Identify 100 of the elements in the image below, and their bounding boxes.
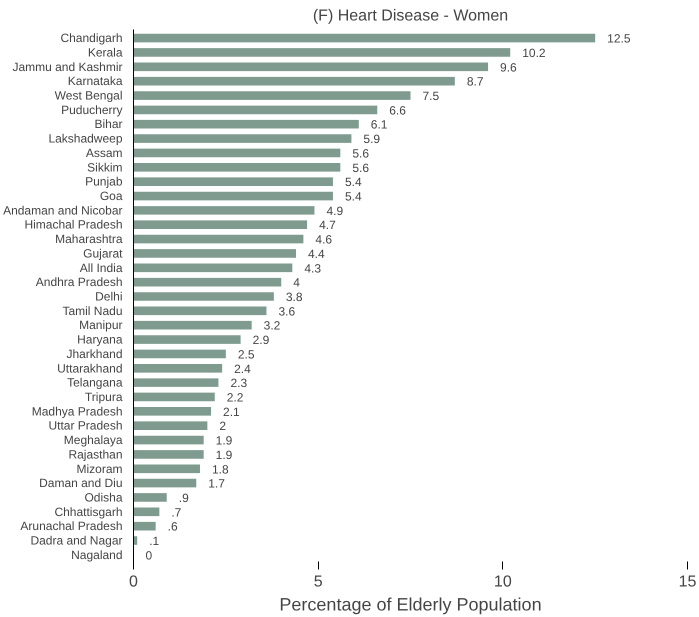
y-tick-label: Goa [100, 189, 123, 204]
y-tick-label: Uttar Pradesh [48, 418, 123, 433]
bar [134, 407, 212, 416]
bar [134, 48, 510, 57]
bar [134, 206, 314, 215]
chart-title: (F) Heart Disease - Women [312, 8, 508, 24]
x-axis-title: Percentage of Elderly Population [279, 594, 542, 614]
y-tick-label: Odisha [84, 490, 123, 504]
data-label: .7 [171, 505, 182, 520]
y-tick-label: West Bengal [54, 88, 123, 103]
y-tick-label: Maharashtra [55, 232, 123, 246]
bar [134, 450, 204, 459]
y-tick-label: Punjab [85, 174, 123, 189]
y-tick-label: Mizoram [76, 462, 123, 476]
y-tick-label: Haryana [77, 332, 123, 347]
bar [134, 134, 352, 143]
y-tick-label: Meghalaya [64, 433, 123, 448]
data-label: .1 [149, 534, 160, 548]
data-label: 4.3 [304, 261, 322, 276]
data-label: 2.5 [238, 347, 255, 362]
data-label: 9.6 [500, 60, 518, 74]
data-label: 5.9 [363, 132, 380, 146]
data-label: 5.6 [352, 146, 370, 160]
data-label: .9 [178, 490, 190, 505]
y-tick-label: Jammu and Kashmir [12, 60, 123, 74]
y-tick-label: Gujarat [83, 246, 124, 260]
bar [134, 350, 226, 358]
y-tick-label: Sikkim [87, 160, 123, 174]
data-label: 4.4 [308, 246, 326, 261]
y-tick-label: Lakshadweep [48, 132, 123, 146]
bar [134, 177, 333, 186]
data-label: 2.2 [226, 390, 244, 404]
bar [134, 249, 296, 258]
y-tick-label: Daman and Diu [39, 476, 123, 490]
data-label: 1.9 [216, 434, 233, 448]
y-tick-label: Madhya Pradesh [32, 404, 123, 418]
y-tick-label: Andhra Pradesh [36, 275, 123, 290]
y-tick-label: Himachal Pradesh [24, 218, 122, 232]
bar [134, 278, 282, 286]
bar [134, 320, 252, 330]
bar [134, 76, 455, 86]
data-label: 2.9 [252, 333, 270, 348]
y-tick-label: Chandigarh [60, 31, 122, 46]
data-label: 4 [293, 276, 300, 290]
data-label: 3.6 [278, 304, 296, 318]
bar [134, 34, 596, 42]
data-label: 2 [219, 419, 226, 434]
y-tick-label: Karnataka [68, 74, 123, 88]
data-label: 12.5 [607, 32, 631, 46]
y-tick-label: Dadra and Nagar [30, 534, 123, 548]
y-tick-label: Tamil Nadu [62, 304, 123, 318]
y-tick-label: Rajasthan [68, 447, 123, 462]
bar [134, 464, 200, 474]
data-label: .6 [168, 520, 178, 534]
bar [134, 335, 241, 344]
y-tick-label: Telangana [67, 376, 123, 390]
y-tick-label: Kerala [88, 45, 123, 60]
data-label: 0 [146, 548, 152, 562]
bar [134, 163, 340, 172]
bar [134, 192, 333, 200]
data-label: 5.4 [344, 175, 362, 190]
data-label: 6.1 [370, 118, 388, 132]
x-tick-label: 10 [494, 574, 512, 590]
bar [134, 392, 215, 402]
data-label: 3.8 [286, 290, 303, 304]
bar [134, 234, 304, 244]
data-label: 4.7 [319, 218, 336, 232]
data-label: 1.8 [212, 462, 229, 476]
y-tick-label: Bihar [94, 117, 123, 132]
bar [134, 493, 167, 502]
data-label: 3.2 [264, 318, 281, 333]
y-tick-label: Nagaland [71, 548, 122, 562]
bar [134, 62, 488, 72]
data-label: 2.3 [230, 376, 248, 390]
bar [134, 91, 410, 100]
data-label: 2.4 [234, 362, 252, 376]
y-tick-label: Puducherry [61, 102, 123, 117]
bar [134, 378, 218, 387]
x-tick-label: 0 [129, 574, 138, 590]
bar [134, 364, 222, 373]
y-tick-label: Arunachal Pradesh [20, 519, 123, 534]
y-tick-label: Uttarakhand [57, 361, 122, 376]
y-tick-label: All India [80, 260, 123, 275]
bar [134, 120, 359, 129]
x-tick-label: 5 [314, 574, 323, 590]
bar [134, 306, 266, 316]
data-label: 10.2 [522, 46, 546, 60]
data-label: 6.6 [389, 103, 406, 118]
data-label: 5.6 [352, 160, 370, 175]
bar [134, 522, 156, 530]
y-tick-label: Delhi [95, 290, 123, 304]
y-tick-label: Assam [86, 146, 123, 160]
y-tick-label: Andaman and Nicobar [3, 203, 123, 218]
bar [134, 421, 208, 430]
bar [134, 292, 274, 301]
data-label: 4.9 [326, 204, 344, 218]
bar [134, 263, 292, 272]
bar [134, 148, 340, 158]
bar [134, 436, 204, 444]
data-label: 4.6 [315, 232, 332, 247]
